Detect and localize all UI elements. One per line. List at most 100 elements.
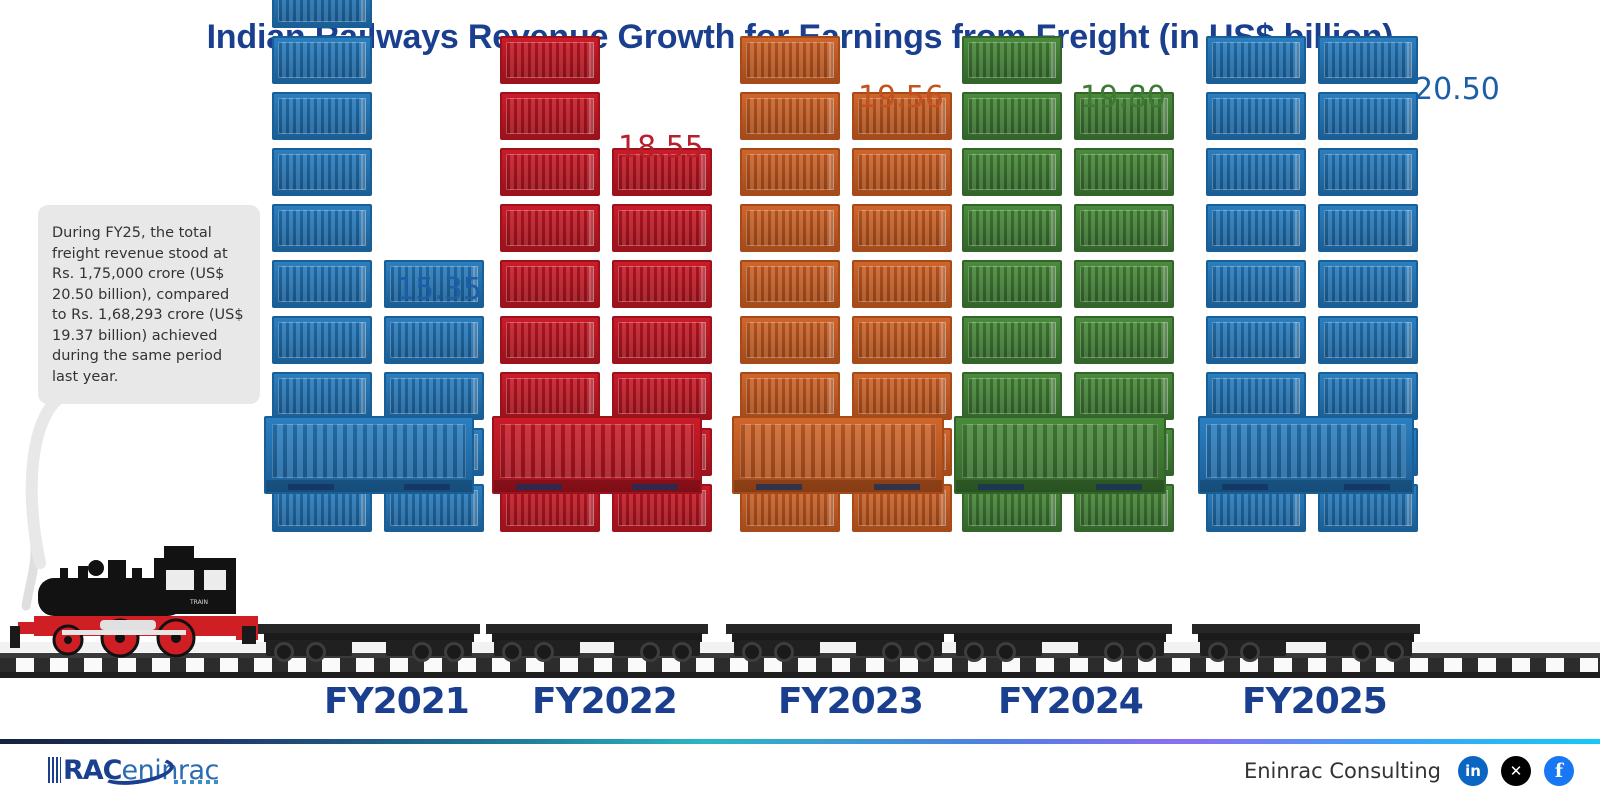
shipping-container xyxy=(740,204,840,252)
shipping-container xyxy=(962,148,1062,196)
shipping-container xyxy=(962,316,1062,364)
base-container-fy2022 xyxy=(492,416,702,494)
x-twitter-icon[interactable]: ✕ xyxy=(1501,756,1531,786)
shipping-container xyxy=(612,372,712,420)
shipping-container xyxy=(962,372,1062,420)
shipping-container xyxy=(612,260,712,308)
shipping-container xyxy=(1318,36,1418,84)
base-container-fy2023 xyxy=(732,416,944,494)
shipping-container xyxy=(852,204,952,252)
shipping-container xyxy=(272,92,372,140)
logo-dots-icon xyxy=(174,780,220,784)
shipping-container xyxy=(500,204,600,252)
value-label-fy2022: 18.55 xyxy=(618,130,704,165)
shipping-container xyxy=(1206,260,1306,308)
shipping-container xyxy=(1206,148,1306,196)
axis-label-fy2025: FY2025 xyxy=(1242,681,1388,722)
shipping-container xyxy=(1074,316,1174,364)
shipping-container xyxy=(272,316,372,364)
callout-tail xyxy=(25,395,64,569)
linkedin-icon[interactable]: in xyxy=(1458,756,1488,786)
shipping-container xyxy=(384,372,484,420)
shipping-container xyxy=(1074,148,1174,196)
shipping-container xyxy=(740,92,840,140)
shipping-container xyxy=(272,204,372,252)
shipping-container xyxy=(962,36,1062,84)
logo-bars-icon xyxy=(48,757,61,783)
axis-label-fy2024: FY2024 xyxy=(998,681,1144,722)
facebook-icon[interactable]: f xyxy=(1544,756,1574,786)
svg-text:TRAIN: TRAIN xyxy=(189,599,208,606)
shipping-container xyxy=(740,372,840,420)
shipping-container xyxy=(1206,92,1306,140)
shipping-container xyxy=(1318,372,1418,420)
rail-flatcar xyxy=(1192,624,1420,662)
track-sleepers xyxy=(0,658,1600,674)
logo-rac-text: RAC xyxy=(63,754,123,786)
shipping-container xyxy=(1318,316,1418,364)
shipping-container xyxy=(272,260,372,308)
shipping-container xyxy=(1318,148,1418,196)
shipping-container xyxy=(740,316,840,364)
shipping-container xyxy=(612,204,712,252)
shipping-container xyxy=(500,260,600,308)
shipping-container xyxy=(384,260,484,308)
steam-locomotive-icon: TRAIN xyxy=(4,530,266,660)
base-container-fy2025 xyxy=(1198,416,1414,494)
shipping-container xyxy=(1318,92,1418,140)
base-container-fy2024 xyxy=(954,416,1166,494)
shipping-container xyxy=(1206,372,1306,420)
callout-box: During FY25, the total freight revenue s… xyxy=(38,205,260,404)
rail-flatcar xyxy=(726,624,950,662)
value-label-fy2023: 19.56 xyxy=(858,80,944,115)
base-container-fy2021 xyxy=(264,416,474,494)
shipping-container xyxy=(1074,372,1174,420)
rail-bottom xyxy=(0,672,1600,678)
footer-right: Eninrac Consulting in ✕ f xyxy=(1244,756,1574,786)
footer-brand-label: Eninrac Consulting xyxy=(1243,759,1441,783)
shipping-container xyxy=(1206,36,1306,84)
footer: RAC eninrac Eninrac Consulting in ✕ f xyxy=(0,744,1600,800)
eninrac-logo[interactable]: RAC eninrac xyxy=(48,752,220,790)
shipping-container xyxy=(500,36,600,84)
shipping-container xyxy=(852,316,952,364)
shipping-container xyxy=(500,316,600,364)
shipping-container xyxy=(1074,260,1174,308)
shipping-container xyxy=(1318,260,1418,308)
value-label-fy2024: 19.80 xyxy=(1080,80,1166,115)
callout-text: During FY25, the total freight revenue s… xyxy=(52,225,244,386)
axis-label-fy2022: FY2022 xyxy=(532,681,678,722)
shipping-container xyxy=(1074,204,1174,252)
shipping-container xyxy=(852,372,952,420)
shipping-container xyxy=(612,148,712,196)
shipping-container xyxy=(272,0,372,28)
axis-label-fy2021: FY2021 xyxy=(324,681,470,722)
shipping-container xyxy=(1074,92,1174,140)
shipping-container xyxy=(852,92,952,140)
shipping-container xyxy=(852,148,952,196)
chart-plot-area xyxy=(264,0,1418,532)
shipping-container xyxy=(740,260,840,308)
rail-flatcar xyxy=(258,624,480,662)
value-label-fy2021: 15.35 xyxy=(396,272,482,307)
shipping-container xyxy=(384,316,484,364)
shipping-container xyxy=(852,260,952,308)
shipping-container xyxy=(962,204,1062,252)
shipping-container xyxy=(1206,316,1306,364)
shipping-container xyxy=(500,372,600,420)
shipping-container xyxy=(272,372,372,420)
axis-label-fy2023: FY2023 xyxy=(778,681,924,722)
shipping-container xyxy=(612,316,712,364)
shipping-container xyxy=(272,148,372,196)
shipping-container xyxy=(1318,204,1418,252)
footer-gradient-bar xyxy=(0,739,1600,744)
shipping-container xyxy=(962,260,1062,308)
shipping-container xyxy=(272,36,372,84)
value-label-fy2025: 20.50 xyxy=(1414,72,1500,107)
shipping-container xyxy=(740,148,840,196)
shipping-container xyxy=(1206,204,1306,252)
shipping-container xyxy=(500,92,600,140)
shipping-container xyxy=(962,92,1062,140)
shipping-container xyxy=(500,148,600,196)
